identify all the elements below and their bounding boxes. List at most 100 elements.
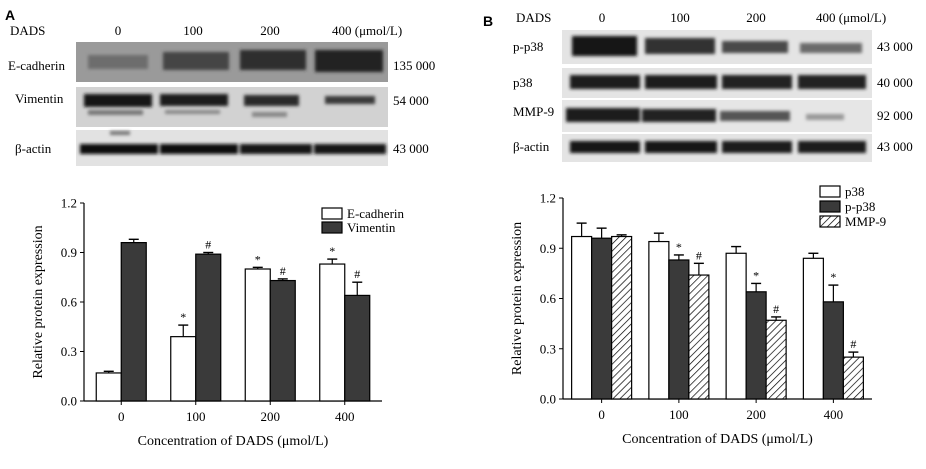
panel-b-conc-400: 400 (μmol/L) xyxy=(816,10,886,25)
panel-b-conc-0: 0 xyxy=(599,10,606,25)
panel-b-conc-100: 100 xyxy=(670,10,690,25)
chart-a-xtick-label: 0 xyxy=(118,409,125,424)
chart-b-legend-label: p-p38 xyxy=(845,199,875,214)
chart-a-legend-swatch xyxy=(321,221,343,234)
chart-a-bar xyxy=(95,372,122,402)
chart-b-bar xyxy=(725,252,747,400)
chart-b-legend-swatch xyxy=(819,185,841,198)
panel-b-pp38-bands xyxy=(572,36,862,56)
panel-b-mw-p38: 40 000 xyxy=(877,75,913,90)
chart-b-ytick-label: 0.9 xyxy=(540,241,556,256)
chart-a-significance-mark: # xyxy=(354,267,360,281)
chart-b-bar xyxy=(688,274,710,400)
panel-a-mw-ecadherin: 135 000 xyxy=(393,58,435,73)
panel-a-conc-200: 200 xyxy=(260,23,280,38)
chart-b-ytick-label: 0.0 xyxy=(540,392,556,407)
chart-a-bar xyxy=(269,279,296,402)
chart-a-ytick-label: 0.3 xyxy=(61,344,77,359)
chart-a-legend-label: Vimentin xyxy=(347,220,396,235)
chart-b-legend-swatch xyxy=(819,200,841,213)
chart-a-ytick-label: 0.0 xyxy=(61,394,77,409)
chart-a-significance-mark: # xyxy=(205,238,211,252)
chart-a-bar xyxy=(319,263,346,402)
chart-a-ytick-label: 0.9 xyxy=(61,245,77,260)
chart-a-x-axis-label: Concentration of DADS (μmol/L) xyxy=(138,434,329,449)
panel-a-letter: A xyxy=(5,7,15,23)
panel-b-actin-bands xyxy=(570,141,866,153)
panel-b-bar-chart: 0.0 0.3 0.6 0.9 1.2 0 100 * #200 * #400 * # Concentra… xyxy=(510,184,886,447)
chart-b-significance-mark: * xyxy=(753,268,759,282)
panel-a-ecad-bands xyxy=(88,50,383,72)
chart-b-legend-label: MMP-9 xyxy=(845,214,886,229)
chart-b-bar xyxy=(591,237,613,400)
chart-a-legend-swatch xyxy=(321,207,343,220)
panel-a-mw-vimentin: 54 000 xyxy=(393,93,429,108)
chart-a-bar xyxy=(170,336,197,402)
chart-a-bar xyxy=(344,294,371,402)
chart-b-ytick-label: 0.3 xyxy=(540,341,556,356)
chart-a-significance-mark: * xyxy=(180,310,186,324)
chart-a-bar xyxy=(244,268,271,402)
chart-b-bar xyxy=(802,257,824,400)
chart-b-significance-mark: # xyxy=(773,302,779,316)
chart-b-bar xyxy=(571,235,593,400)
panel-a-blot: A DADS 0 100 200 400 (μmol/L) E-cadherin… xyxy=(5,7,435,166)
panel-b-blot: B DADS 0 100 200 400 (μmol/L) p-p38 43 0… xyxy=(483,10,913,162)
panel-b-row-pp38: p-p38 xyxy=(513,39,543,54)
chart-a-xtick-label: 200 xyxy=(261,409,281,424)
panel-b-conc-200: 200 xyxy=(746,10,766,25)
panel-a-vim-bands xyxy=(84,94,375,117)
chart-a-xtick-label: 100 xyxy=(186,409,206,424)
chart-b-significance-mark: # xyxy=(696,248,702,262)
chart-a-significance-mark: * xyxy=(255,252,261,266)
chart-b-bar xyxy=(648,240,670,400)
chart-a-xtick-label: 400 xyxy=(335,409,355,424)
chart-b-bar xyxy=(842,356,864,400)
chart-a-bar xyxy=(195,253,222,402)
chart-b-x-axis-label: Concentration of DADS (μmol/L) xyxy=(622,432,813,447)
chart-a-ytick-label: 1.2 xyxy=(61,196,77,211)
panel-a-bar-chart: 0.0 0.3 0.6 0.9 1.2 0 100 * #200 * #400 * # Concentra… xyxy=(31,196,405,450)
panel-b-mw-actin: 43 000 xyxy=(877,139,913,154)
chart-b-bar xyxy=(745,291,767,400)
chart-b-bar xyxy=(668,259,690,400)
chart-a-significance-mark: # xyxy=(280,264,286,278)
chart-b-xtick-label: 100 xyxy=(669,407,689,422)
chart-b-bar xyxy=(765,319,787,400)
panel-a-row-actin: β-actin xyxy=(15,141,52,156)
chart-b-significance-mark: * xyxy=(830,270,836,284)
chart-b-ytick-label: 0.6 xyxy=(540,291,557,306)
panel-a-actin-bands xyxy=(80,131,386,154)
chart-b-legend-label: p38 xyxy=(845,184,865,199)
panel-a-mw-actin: 43 000 xyxy=(393,141,429,156)
panel-a-dads-label: DADS xyxy=(10,23,45,38)
chart-b-y-axis-label: Relative protein expression xyxy=(510,222,525,375)
panel-b-row-actin: β-actin xyxy=(513,139,550,154)
panel-b-row-p38: p38 xyxy=(513,75,533,90)
chart-b-legend-swatch xyxy=(819,215,841,228)
chart-b-xtick-label: 400 xyxy=(824,407,844,422)
chart-b-bar xyxy=(822,301,844,400)
panel-b-mw-mmp9: 92 000 xyxy=(877,108,913,123)
chart-b-ytick-label: 1.2 xyxy=(540,191,556,206)
panel-b-p38-bands xyxy=(570,75,866,89)
panel-b-mmp9-bands xyxy=(566,108,844,122)
panel-a-conc-100: 100 xyxy=(183,23,203,38)
chart-b-xtick-label: 200 xyxy=(746,407,766,422)
panel-b-mw-pp38: 43 000 xyxy=(877,39,913,54)
chart-a-ytick-label: 0.6 xyxy=(61,295,78,310)
chart-a-legend-label: E-cadherin xyxy=(347,206,405,221)
chart-a-significance-mark: * xyxy=(329,244,335,258)
panel-a-conc-400: 400 (μmol/L) xyxy=(332,23,402,38)
chart-a-y-axis-label: Relative protein expression xyxy=(31,225,46,378)
panel-b-letter: B xyxy=(483,13,493,29)
panel-a-row-ecadherin: E-cadherin xyxy=(8,58,66,73)
chart-b-significance-mark: # xyxy=(850,337,856,351)
chart-b-xtick-label: 0 xyxy=(598,407,605,422)
chart-b-significance-mark: * xyxy=(676,240,682,254)
panel-b-row-mmp9: MMP-9 xyxy=(513,104,554,119)
panel-b-dads-label: DADS xyxy=(516,10,551,25)
panel-a-conc-0: 0 xyxy=(115,23,122,38)
chart-b-bar xyxy=(611,235,633,400)
